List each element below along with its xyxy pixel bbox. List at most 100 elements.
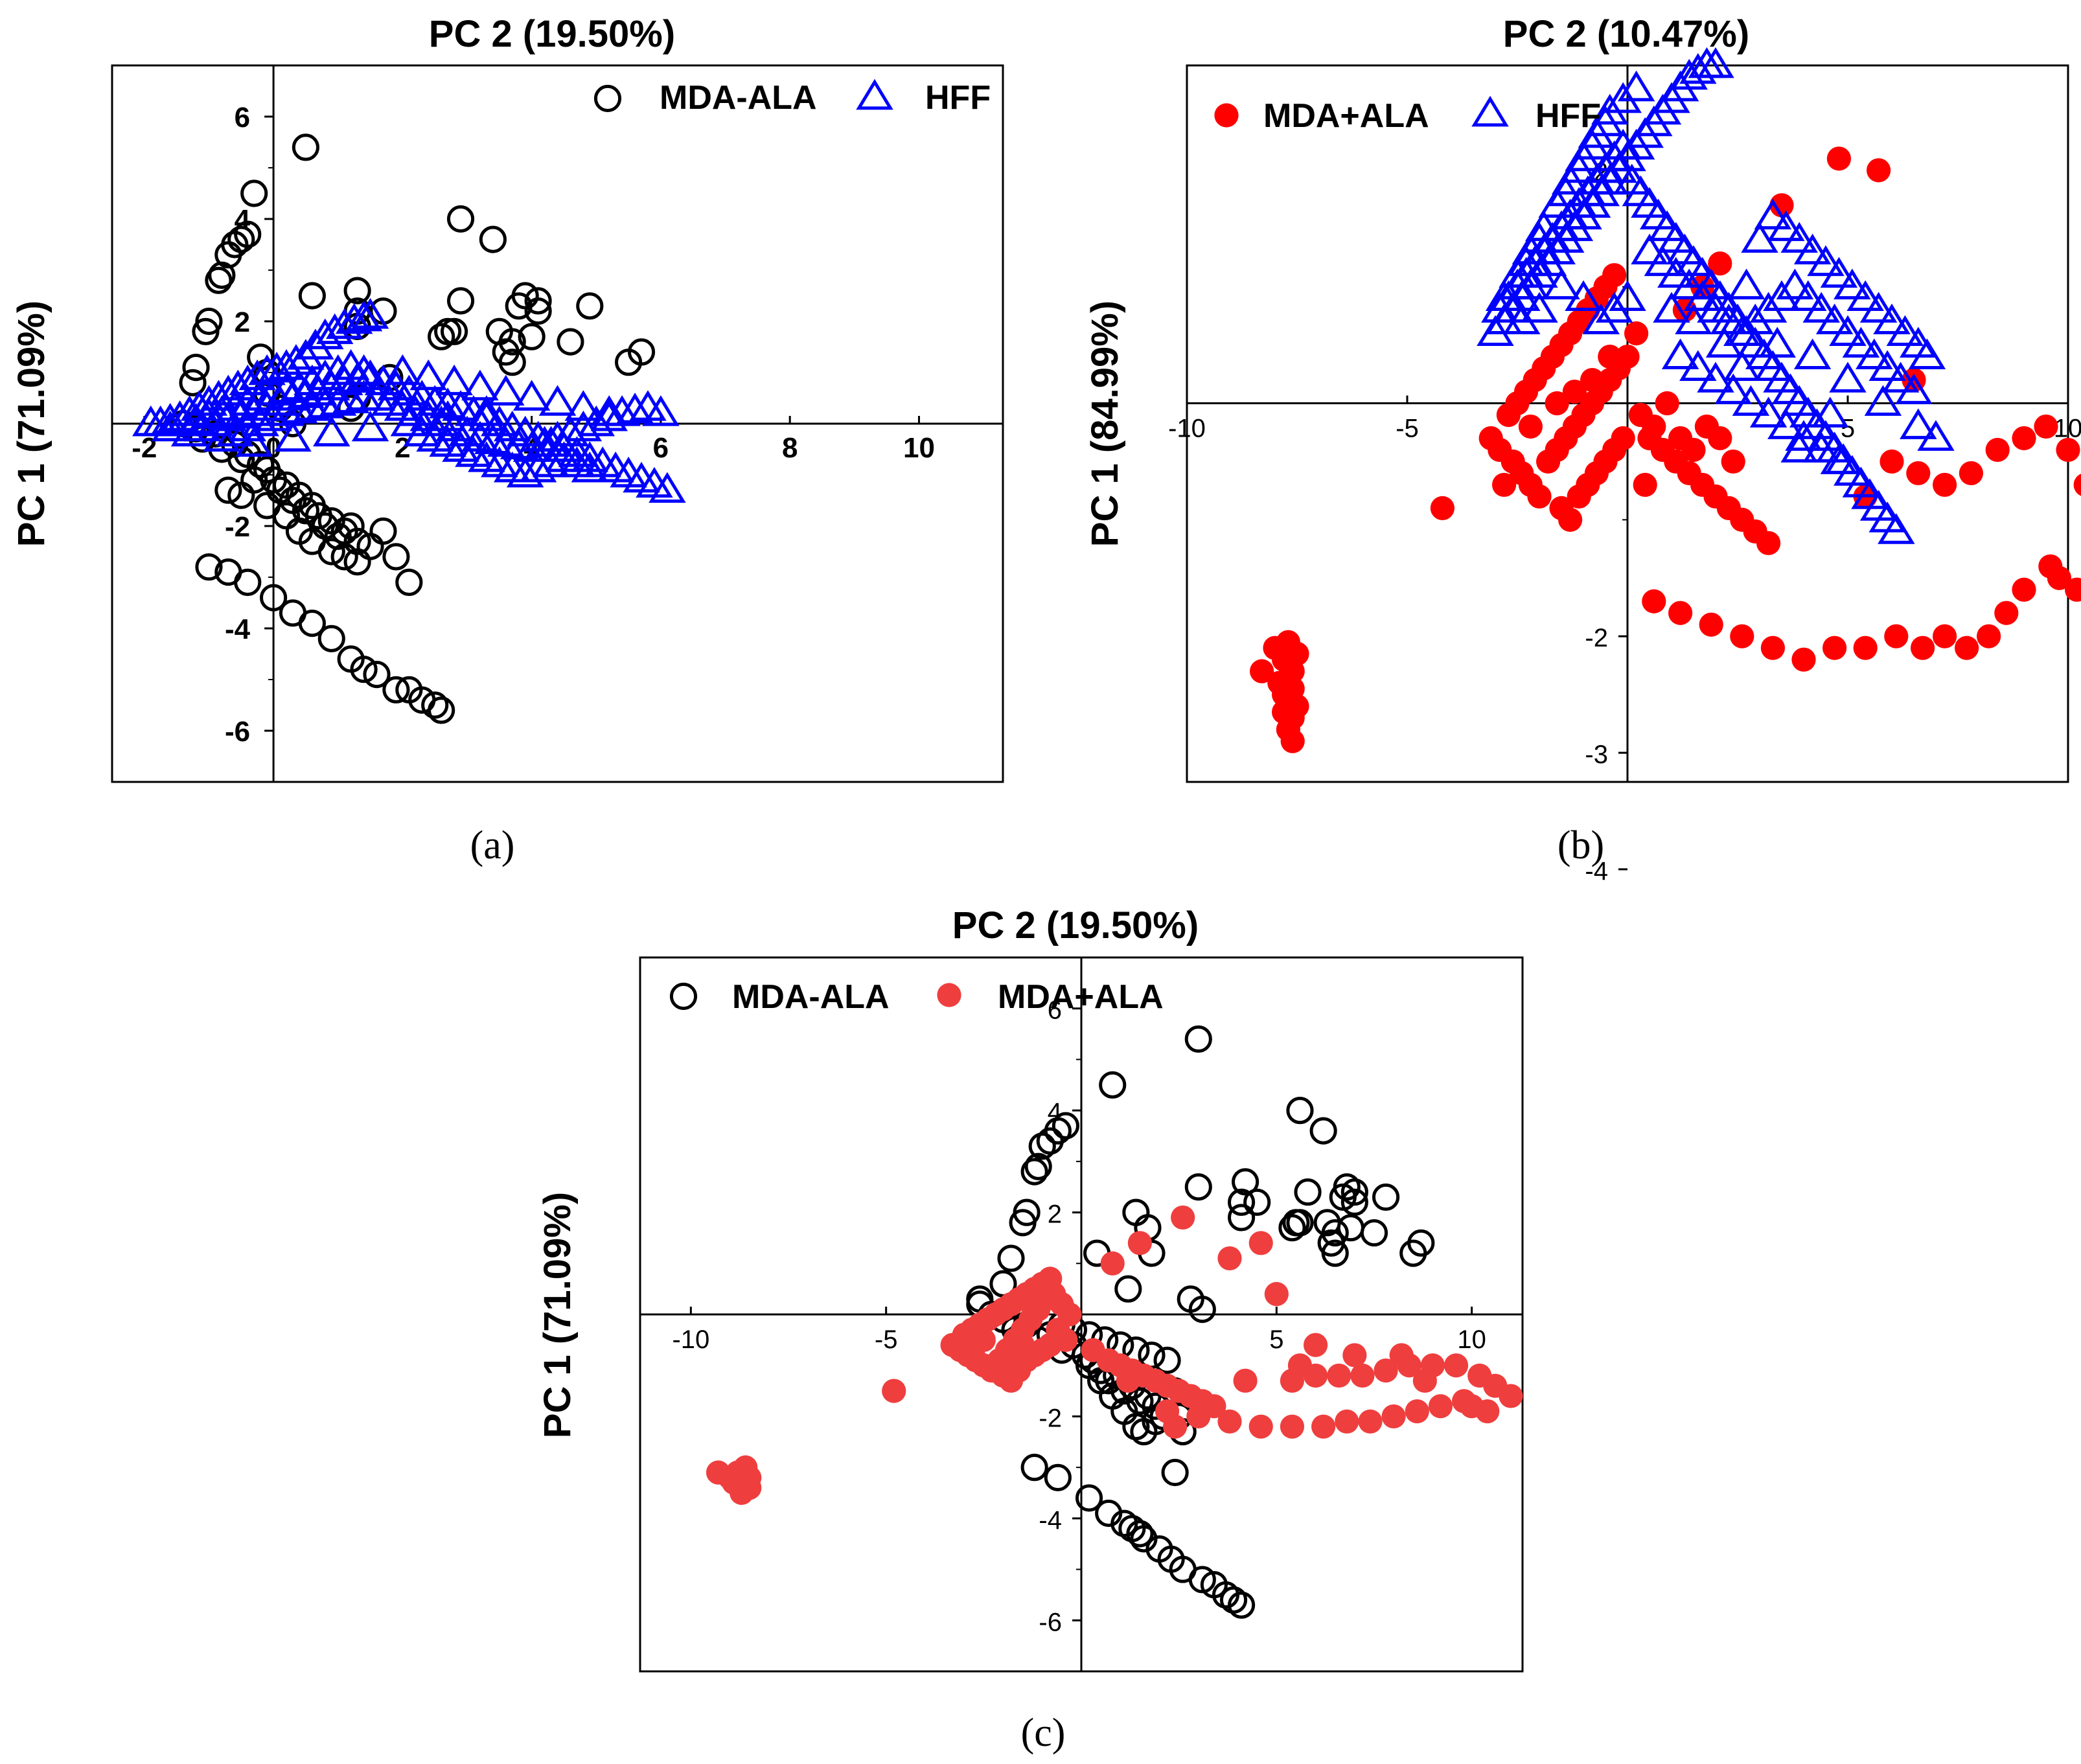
data-point bbox=[216, 415, 254, 447]
data-point bbox=[208, 261, 236, 289]
x-tick-label: -5 bbox=[875, 1325, 898, 1354]
data-point bbox=[524, 287, 552, 315]
data-point bbox=[1374, 1358, 1398, 1383]
data-point bbox=[409, 359, 447, 391]
data-point bbox=[1789, 280, 1827, 312]
data-point bbox=[1655, 391, 1679, 416]
data-point bbox=[997, 1244, 1025, 1272]
data-point bbox=[1756, 531, 1781, 555]
data-point bbox=[1822, 636, 1847, 660]
data-point bbox=[200, 380, 238, 411]
data-point bbox=[952, 1322, 976, 1347]
data-point bbox=[1624, 321, 1649, 346]
data-point bbox=[440, 317, 468, 345]
y-tick-label: 2 bbox=[1048, 1200, 1062, 1229]
data-point bbox=[1760, 636, 1785, 660]
data-point bbox=[1075, 1484, 1103, 1512]
data-point bbox=[1405, 1399, 1429, 1424]
data-point bbox=[1793, 338, 1832, 369]
data-point bbox=[518, 323, 546, 350]
data-point bbox=[1859, 292, 1898, 323]
data-point bbox=[1604, 128, 1642, 160]
data-point bbox=[1802, 431, 1840, 463]
data-point bbox=[1153, 1346, 1181, 1374]
panel-caption: (a) bbox=[470, 823, 515, 867]
data-point bbox=[1099, 1071, 1127, 1099]
data-point bbox=[343, 277, 371, 304]
y-tick-label: -6 bbox=[225, 716, 250, 748]
y-tick-label: -4 bbox=[1585, 857, 1608, 886]
data-point bbox=[1977, 624, 2001, 648]
data-point bbox=[1864, 385, 1902, 416]
data-point bbox=[351, 298, 389, 329]
data-point bbox=[1985, 437, 2010, 463]
data-point bbox=[1335, 1409, 1359, 1434]
data-point bbox=[1044, 1463, 1072, 1491]
data-point bbox=[337, 512, 365, 540]
data-point bbox=[1699, 612, 1723, 637]
data-point bbox=[1730, 624, 1754, 648]
data-point bbox=[395, 568, 423, 597]
data-point bbox=[1820, 443, 1858, 474]
data-point bbox=[1697, 292, 1734, 323]
data-point bbox=[1038, 1266, 1063, 1291]
data-point bbox=[506, 456, 544, 488]
data-point bbox=[1776, 268, 1814, 300]
y-axis-label: PC 1 (84.99%) bbox=[1084, 301, 1126, 547]
data-point bbox=[1754, 198, 1792, 230]
data-point bbox=[882, 1379, 906, 1403]
legend-label: MDA-ALA bbox=[660, 79, 817, 117]
data-point bbox=[1163, 1414, 1188, 1439]
data-point bbox=[1227, 1188, 1256, 1216]
legend-marker bbox=[937, 983, 961, 1007]
x-tick-label: -10 bbox=[672, 1325, 709, 1354]
data-point bbox=[1303, 1333, 1328, 1357]
x-tick-label: 5 bbox=[1269, 1325, 1283, 1354]
x-tick-label: 8 bbox=[782, 432, 798, 464]
y-tick-label: -2 bbox=[1585, 624, 1608, 652]
data-point bbox=[1171, 1205, 1195, 1230]
data-point bbox=[1873, 303, 1911, 335]
data-point bbox=[1294, 1178, 1322, 1206]
data-point bbox=[240, 179, 268, 207]
data-point bbox=[1802, 292, 1840, 323]
data-point bbox=[1633, 472, 1657, 498]
data-point bbox=[468, 395, 505, 426]
data-point bbox=[1287, 1353, 1313, 1378]
data-point bbox=[971, 1327, 996, 1352]
legend-marker bbox=[1471, 95, 1509, 127]
data-point bbox=[1670, 268, 1708, 300]
data-point bbox=[1615, 344, 1640, 369]
data-point bbox=[240, 466, 268, 494]
data-point bbox=[627, 338, 656, 366]
data-point bbox=[306, 318, 344, 350]
data-point bbox=[1161, 1458, 1189, 1487]
data-point bbox=[538, 420, 577, 452]
data-point bbox=[2056, 437, 2080, 463]
data-point bbox=[2012, 577, 2036, 602]
x-tick-label: 10 bbox=[1457, 1325, 1486, 1354]
y-tick-label: 6 bbox=[235, 102, 250, 133]
data-point bbox=[1807, 245, 1845, 277]
data-point bbox=[1868, 350, 1906, 381]
data-point bbox=[1834, 268, 1871, 300]
data-point bbox=[1547, 175, 1585, 207]
data-point bbox=[363, 661, 391, 689]
chart-title: PC 2 (19.50%) bbox=[952, 904, 1199, 946]
data-point bbox=[259, 584, 288, 612]
x-tick-label: -2 bbox=[132, 432, 157, 464]
data-point bbox=[1217, 1409, 1242, 1434]
data-point bbox=[1028, 1132, 1056, 1160]
data-point bbox=[1675, 303, 1712, 335]
data-point bbox=[1811, 396, 1849, 428]
y-tick-label: -4 bbox=[225, 613, 251, 645]
data-point bbox=[345, 300, 383, 332]
data-point bbox=[730, 1465, 754, 1490]
data-point bbox=[390, 405, 428, 437]
data-point bbox=[1714, 373, 1752, 404]
data-point bbox=[1933, 624, 1957, 648]
data-point bbox=[1732, 385, 1770, 416]
data-point bbox=[1521, 222, 1558, 253]
data-point bbox=[1114, 1275, 1142, 1303]
data-point bbox=[1492, 472, 1517, 498]
